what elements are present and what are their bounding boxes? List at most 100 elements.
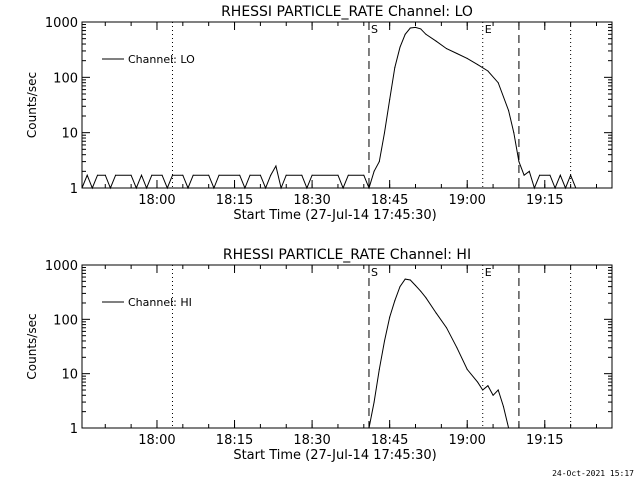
data-point	[502, 405, 504, 407]
marker-label-e: E	[485, 23, 492, 36]
data-point	[497, 82, 499, 84]
data-point	[172, 174, 173, 176]
data-point	[306, 187, 308, 189]
y-tick-label: 10	[61, 127, 78, 142]
x-tick-label: 18:45	[371, 433, 408, 448]
data-point	[97, 174, 98, 176]
chart-title: RHESSI PARTICLE_RATE Channel: LO	[221, 4, 473, 20]
legend-label: Channel: HI	[128, 296, 192, 309]
y-tick-label: 100	[53, 71, 78, 86]
data-point	[518, 161, 520, 163]
data-point	[570, 174, 572, 176]
data-point	[425, 297, 427, 299]
data-point	[409, 27, 411, 29]
data-point	[208, 174, 210, 176]
data-point	[384, 132, 385, 134]
data-point	[270, 174, 272, 176]
data-point	[280, 187, 282, 189]
data-point	[115, 174, 117, 176]
data-point	[259, 174, 261, 176]
data-point	[187, 187, 189, 189]
data-point	[192, 174, 194, 176]
data-point	[342, 187, 344, 189]
data-point	[249, 174, 251, 176]
data-point	[384, 340, 385, 342]
data-point	[404, 33, 406, 35]
data-point	[311, 174, 313, 176]
data-point	[477, 64, 479, 66]
data-point	[86, 174, 88, 176]
data-point	[425, 33, 427, 35]
data-point	[378, 161, 380, 163]
data-point	[146, 187, 148, 189]
chart-panel-1: RHESSI PARTICLE_RATE Channel: LO Counts/s…	[25, 4, 613, 223]
data-point	[539, 174, 541, 176]
data-point	[399, 46, 401, 48]
chart-title: RHESSI PARTICLE_RATE Channel: HI	[223, 247, 471, 263]
data-point	[420, 28, 422, 30]
legend-label: Channel: LO	[128, 53, 195, 66]
data-point	[420, 290, 422, 292]
data-point	[415, 26, 416, 28]
data-point	[265, 187, 267, 189]
data-point	[508, 427, 510, 429]
data-point	[456, 53, 458, 54]
data-point	[141, 174, 142, 176]
data-point	[275, 165, 277, 167]
data-point	[81, 187, 83, 189]
data-point	[399, 286, 401, 288]
data-point	[368, 187, 370, 189]
marker-label-s: S	[371, 266, 378, 279]
chart-panel-2: RHESSI PARTICLE_RATE Channel: HI Counts/s…	[25, 247, 613, 463]
data-point	[482, 389, 484, 391]
data-point	[347, 174, 349, 176]
data-point	[435, 312, 437, 314]
data-point	[244, 187, 246, 189]
data-point	[528, 170, 530, 172]
plot-frame	[81, 21, 613, 189]
data-point	[130, 174, 132, 176]
y-axis-label: Counts/sec	[25, 313, 39, 379]
data-point	[394, 300, 396, 302]
marker-label-s: S	[371, 23, 378, 36]
data-point	[363, 174, 365, 176]
data-point	[337, 174, 339, 176]
marker-label-e: E	[485, 266, 492, 279]
data-point	[466, 368, 468, 370]
data-point	[456, 347, 458, 349]
data-point	[487, 70, 489, 72]
data-point	[394, 67, 396, 69]
data-point	[523, 174, 525, 176]
data-point	[435, 40, 437, 42]
x-tick-label: 18:45	[371, 193, 408, 208]
y-tick-label: 1000	[45, 16, 78, 31]
x-axis-label: Start Time (27-Jul-14 17:45:30)	[233, 448, 436, 463]
x-tick-label: 19:00	[448, 433, 485, 448]
data-point	[378, 368, 380, 370]
x-tick-label: 19:00	[448, 193, 485, 208]
data-point	[446, 327, 447, 329]
data-point	[109, 187, 111, 189]
y-tick-label: 100	[53, 313, 78, 328]
data-point	[513, 132, 515, 134]
data-point	[575, 187, 577, 189]
data-point	[389, 98, 391, 100]
data-point	[404, 278, 406, 280]
data-point	[415, 285, 416, 286]
x-tick-label: 18:30	[293, 193, 330, 208]
data-point	[492, 394, 494, 396]
x-tick-label: 19:15	[526, 433, 563, 448]
x-tick-label: 18:00	[138, 433, 175, 448]
data-point	[239, 174, 241, 176]
data-point	[104, 174, 106, 176]
data-point	[533, 187, 535, 189]
data-point	[182, 174, 184, 176]
data-point	[554, 187, 556, 189]
data-point	[91, 187, 93, 189]
data-point	[373, 170, 375, 172]
data-point	[301, 174, 303, 176]
data-point	[218, 174, 220, 176]
data-point	[565, 187, 566, 189]
data-point	[549, 174, 551, 176]
data-point	[477, 381, 479, 383]
